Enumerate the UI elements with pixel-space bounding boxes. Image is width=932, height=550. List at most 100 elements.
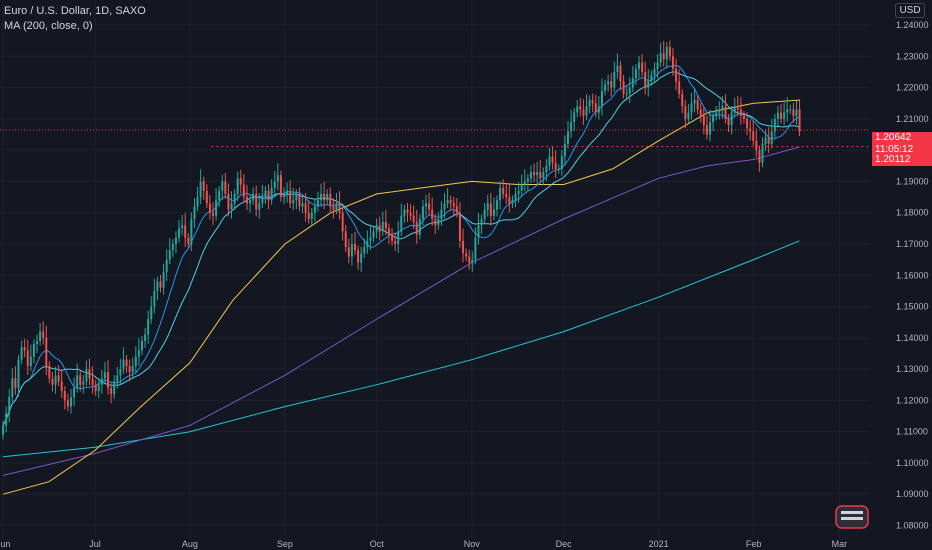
candle [440, 201, 443, 226]
indicator-label[interactable]: MA (200, close, 0) [4, 20, 93, 32]
time-tick-label: Sep [277, 539, 293, 549]
candle-body [387, 228, 390, 235]
candle-body [761, 143, 764, 163]
time-tick-label: Feb [746, 539, 762, 549]
candle [721, 96, 724, 119]
candle [434, 214, 437, 235]
candle-body [20, 347, 23, 360]
horizontal-levels[interactable] [0, 129, 870, 148]
candle-body [140, 340, 143, 351]
candle-body [613, 71, 616, 88]
candle-body [245, 197, 248, 204]
candle [671, 47, 674, 76]
candle-body [97, 384, 100, 391]
candle [26, 340, 29, 376]
candle-body [165, 259, 168, 273]
candle-body [789, 109, 792, 111]
candle-body [224, 181, 227, 194]
candle [261, 184, 264, 209]
candle-body [103, 372, 106, 379]
candle [11, 368, 14, 402]
candle [190, 212, 193, 251]
candle-body [202, 181, 205, 191]
candle [150, 296, 153, 324]
candle [523, 169, 526, 192]
candle [755, 128, 758, 158]
candle [458, 202, 461, 248]
candle-body [579, 106, 582, 110]
candle [363, 238, 366, 259]
candle-body [502, 187, 505, 194]
candle [638, 55, 641, 78]
candle-body [505, 193, 508, 198]
alert-badge-icon[interactable] [834, 502, 870, 532]
currency-button[interactable]: USD [895, 3, 925, 18]
time-tick-label: Mar [832, 539, 848, 549]
candle-body [604, 84, 607, 91]
candle [100, 370, 103, 394]
candle-body [483, 209, 486, 219]
candle [693, 87, 696, 113]
candle [125, 355, 128, 373]
candle-body [156, 281, 159, 291]
price-tick-label: 1.14000 [896, 333, 929, 343]
candle [718, 101, 721, 120]
candle [539, 159, 542, 183]
candle [628, 77, 631, 103]
candle [36, 334, 39, 354]
candle-body [372, 231, 375, 238]
candle-body [119, 369, 122, 376]
candle-body [242, 184, 245, 198]
candle-body [313, 206, 316, 213]
candle-body [181, 225, 184, 229]
candle [335, 192, 338, 215]
price-tick-label: 1.10000 [896, 458, 929, 468]
candle [511, 195, 514, 209]
candle [304, 192, 307, 222]
candle-body [462, 240, 465, 254]
price-tick-label: 1.16000 [896, 270, 929, 280]
price-axis[interactable]: 1.08000 1.09000 1.10000 1.11000 1.12000 1.130… [896, 20, 929, 530]
candle-body [650, 75, 653, 82]
candle-body [545, 165, 548, 173]
candle [789, 104, 792, 115]
candle [557, 164, 560, 174]
candle [625, 85, 628, 101]
candle-body [14, 378, 17, 388]
candle [600, 78, 603, 116]
candle [746, 112, 749, 136]
candle [496, 195, 499, 217]
price-tick-label: 1.17000 [896, 239, 929, 249]
candle [653, 62, 656, 82]
time-tick-label: Dec [556, 539, 573, 549]
candle-body [147, 319, 150, 335]
candle [585, 94, 588, 121]
candle-body [795, 109, 798, 116]
symbol-title[interactable]: Euro / U.S. Dollar, 1D, SAXO [4, 5, 146, 17]
candle-body [496, 200, 499, 210]
candle [347, 238, 350, 264]
candle [474, 227, 477, 265]
candle [798, 99, 801, 137]
candle [174, 231, 177, 254]
candle [622, 74, 625, 99]
candle-body [542, 172, 545, 179]
candle [48, 361, 51, 384]
candle [536, 161, 539, 185]
candle-body [193, 206, 196, 219]
candle-body [702, 115, 705, 126]
candle [381, 211, 384, 237]
candle-body [162, 272, 165, 288]
candle-body [675, 68, 678, 82]
candle [758, 145, 761, 172]
time-axis[interactable]: Jun Jul Aug Sep Oct Nov Dec 2021 Feb Mar [0, 539, 847, 549]
candle [582, 99, 585, 125]
candle-body [687, 112, 690, 119]
candle-body [573, 112, 576, 122]
ma-mid-line [2, 99, 800, 495]
candle-body [128, 365, 131, 373]
candle [79, 370, 82, 392]
candle [60, 369, 63, 398]
candle [323, 181, 326, 210]
